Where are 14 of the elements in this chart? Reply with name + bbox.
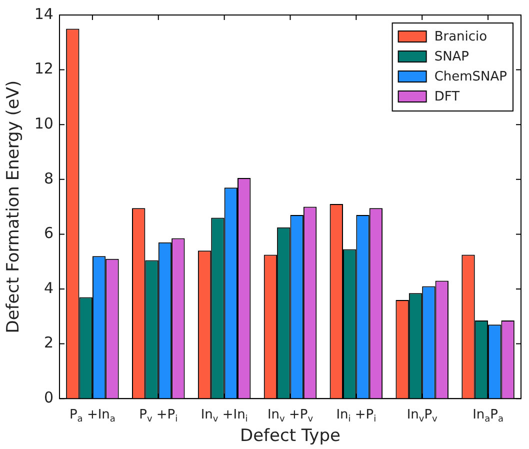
legend-label: SNAP bbox=[434, 49, 470, 64]
y-tick-label: 4 bbox=[44, 278, 54, 297]
y-tick-label: 6 bbox=[44, 224, 54, 242]
y-tick-label: 12 bbox=[34, 60, 54, 78]
y-tick-label: 14 bbox=[34, 4, 54, 23]
y-axis-title: Defect Formation Energy (eV) bbox=[4, 80, 24, 334]
legend-label: ChemSNAP bbox=[434, 69, 508, 84]
y-tick-label: 10 bbox=[34, 114, 54, 132]
legend-label: DFT bbox=[434, 89, 460, 104]
y-tick-label: 2 bbox=[44, 334, 54, 352]
legend-label: Branicio bbox=[434, 29, 488, 44]
y-tick-label: 8 bbox=[44, 169, 54, 188]
y-tick-label: 0 bbox=[44, 388, 54, 406]
x-axis-title: Defect Type bbox=[240, 426, 340, 446]
